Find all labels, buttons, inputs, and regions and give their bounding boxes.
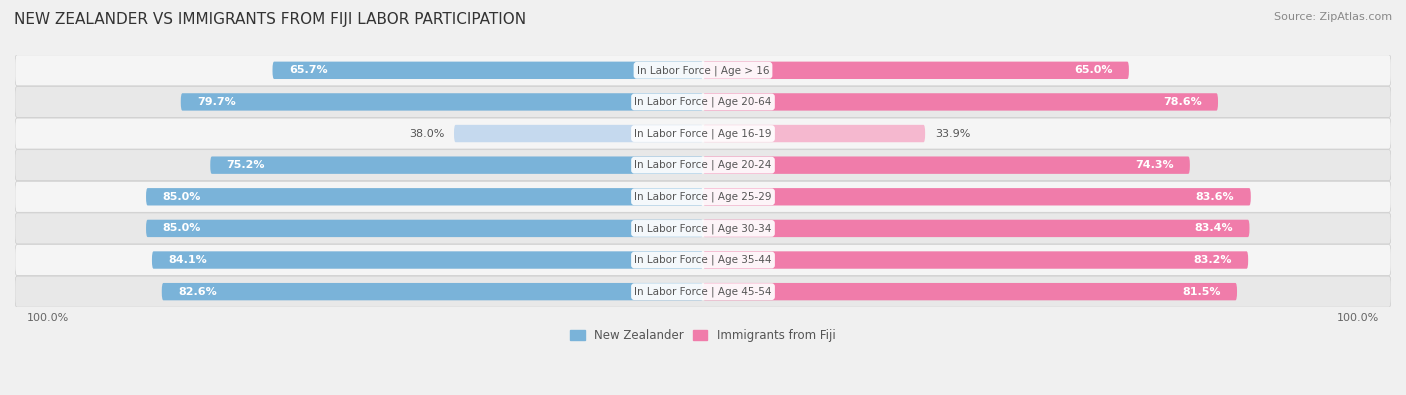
Text: 78.6%: 78.6%: [1163, 97, 1202, 107]
Text: In Labor Force | Age > 16: In Labor Force | Age > 16: [637, 65, 769, 75]
FancyBboxPatch shape: [703, 251, 1249, 269]
Text: In Labor Force | Age 30-34: In Labor Force | Age 30-34: [634, 223, 772, 234]
Text: Source: ZipAtlas.com: Source: ZipAtlas.com: [1274, 12, 1392, 22]
Text: 65.0%: 65.0%: [1074, 65, 1112, 75]
Text: In Labor Force | Age 35-44: In Labor Force | Age 35-44: [634, 255, 772, 265]
FancyBboxPatch shape: [15, 276, 1391, 307]
FancyBboxPatch shape: [15, 55, 1391, 86]
FancyBboxPatch shape: [703, 93, 1218, 111]
Text: 74.3%: 74.3%: [1135, 160, 1174, 170]
FancyBboxPatch shape: [703, 125, 925, 142]
Text: In Labor Force | Age 25-29: In Labor Force | Age 25-29: [634, 192, 772, 202]
Text: 79.7%: 79.7%: [197, 97, 236, 107]
FancyBboxPatch shape: [181, 93, 703, 111]
Text: 38.0%: 38.0%: [409, 128, 444, 139]
FancyBboxPatch shape: [454, 125, 703, 142]
FancyBboxPatch shape: [15, 118, 1391, 149]
Text: 85.0%: 85.0%: [163, 224, 201, 233]
Text: 83.4%: 83.4%: [1195, 224, 1233, 233]
Text: 85.0%: 85.0%: [163, 192, 201, 202]
FancyBboxPatch shape: [152, 251, 703, 269]
FancyBboxPatch shape: [273, 62, 703, 79]
Text: 82.6%: 82.6%: [179, 287, 217, 297]
FancyBboxPatch shape: [703, 156, 1189, 174]
Text: 65.7%: 65.7%: [288, 65, 328, 75]
FancyBboxPatch shape: [15, 213, 1391, 244]
Text: 81.5%: 81.5%: [1182, 287, 1220, 297]
Text: 83.2%: 83.2%: [1194, 255, 1232, 265]
Text: 83.6%: 83.6%: [1195, 192, 1234, 202]
Text: In Labor Force | Age 20-64: In Labor Force | Age 20-64: [634, 97, 772, 107]
FancyBboxPatch shape: [703, 283, 1237, 300]
Text: In Labor Force | Age 20-24: In Labor Force | Age 20-24: [634, 160, 772, 170]
FancyBboxPatch shape: [211, 156, 703, 174]
Text: 75.2%: 75.2%: [226, 160, 266, 170]
Text: NEW ZEALANDER VS IMMIGRANTS FROM FIJI LABOR PARTICIPATION: NEW ZEALANDER VS IMMIGRANTS FROM FIJI LA…: [14, 12, 526, 27]
Text: 84.1%: 84.1%: [169, 255, 207, 265]
FancyBboxPatch shape: [703, 62, 1129, 79]
FancyBboxPatch shape: [703, 220, 1250, 237]
Legend: New Zealander, Immigrants from Fiji: New Zealander, Immigrants from Fiji: [565, 325, 841, 347]
FancyBboxPatch shape: [15, 150, 1391, 181]
Text: 33.9%: 33.9%: [935, 128, 970, 139]
FancyBboxPatch shape: [146, 220, 703, 237]
FancyBboxPatch shape: [703, 188, 1251, 205]
FancyBboxPatch shape: [146, 188, 703, 205]
FancyBboxPatch shape: [15, 245, 1391, 276]
Text: In Labor Force | Age 16-19: In Labor Force | Age 16-19: [634, 128, 772, 139]
FancyBboxPatch shape: [15, 87, 1391, 117]
FancyBboxPatch shape: [15, 181, 1391, 212]
Text: In Labor Force | Age 45-54: In Labor Force | Age 45-54: [634, 286, 772, 297]
FancyBboxPatch shape: [162, 283, 703, 300]
